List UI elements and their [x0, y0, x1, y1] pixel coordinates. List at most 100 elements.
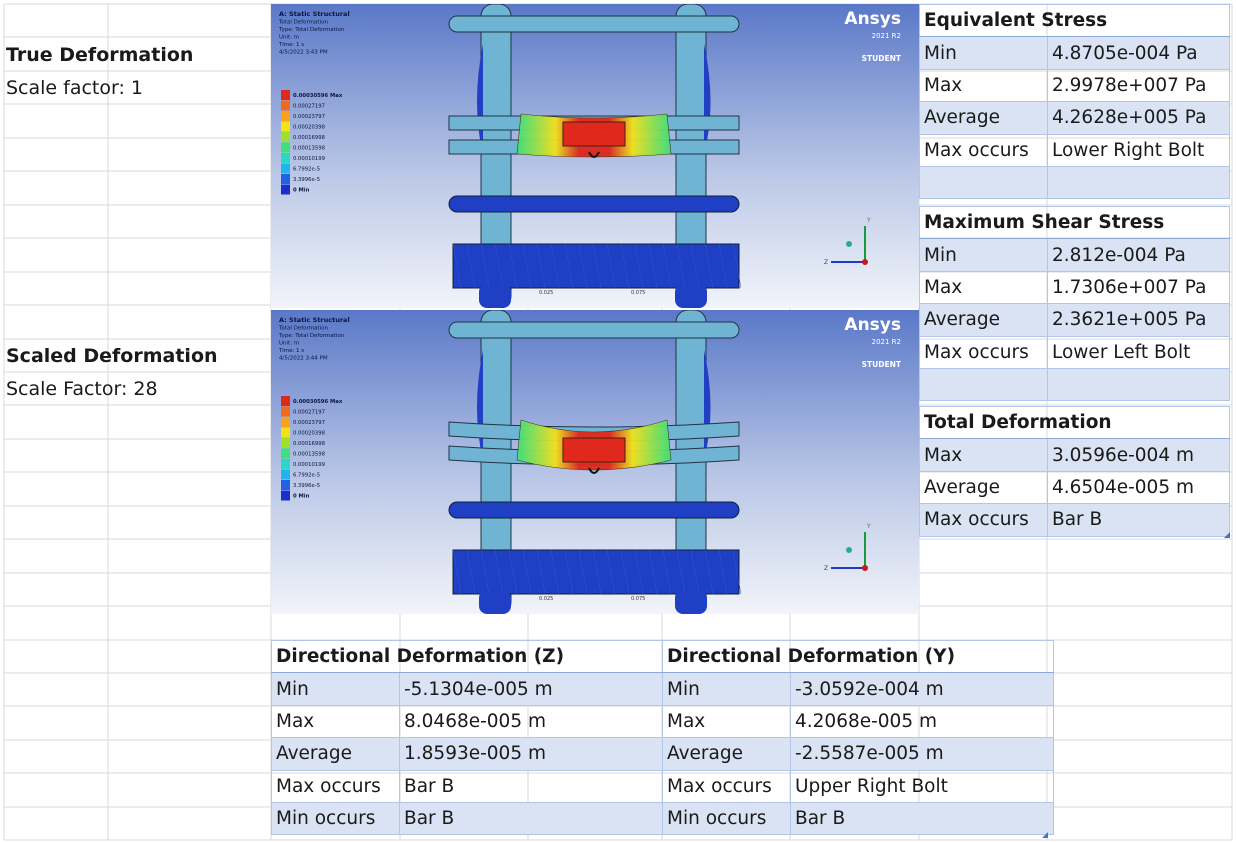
legend-label: 0.00027197: [293, 104, 325, 110]
legend-swatch: [281, 459, 290, 469]
table-cell[interactable]: Lower Right Bolt: [1047, 133, 1230, 167]
scale-tick: 0.075: [631, 290, 645, 296]
legend-swatch: [281, 469, 290, 480]
legend-swatch: [281, 132, 290, 142]
directional-z-title: Directional Deformation (Z): [271, 639, 663, 674]
table-resize-handle[interactable]: [1224, 532, 1230, 538]
table-cell[interactable]: 2.812e-004 Pa: [1047, 238, 1230, 272]
table-cell[interactable]: Bar B: [790, 801, 1054, 836]
table-cell[interactable]: Max: [919, 438, 1048, 472]
table-cell[interactable]: Average: [919, 303, 1048, 337]
table-cell[interactable]: 4.8705e-004 Pa: [1047, 36, 1230, 70]
table-cell[interactable]: 1.7306e+007 Pa: [1047, 270, 1230, 305]
table-cell[interactable]: Average: [919, 101, 1048, 135]
table-cell[interactable]: Bar B: [399, 801, 663, 836]
legend-label: 0.00013598: [293, 452, 326, 458]
table-cell[interactable]: -5.1304e-005 m: [399, 672, 663, 706]
legend-label: 0.00010199: [293, 462, 325, 468]
legend-label: 0.00020398: [293, 125, 326, 131]
legend-label: 0.00023797: [293, 114, 325, 120]
legend-label: 6.7992e-5: [293, 473, 320, 479]
directional-y-title: Directional Deformation (Y): [662, 639, 1054, 674]
table-cell[interactable]: -3.0592e-004 m: [790, 672, 1054, 706]
legend-swatch: [281, 396, 290, 406]
table-cell[interactable]: [1047, 165, 1230, 200]
scaled-deformation-screenshot: A: Static Structural Total Deformation Typ…: [271, 310, 919, 614]
legend-label: 6.7992e-5: [293, 167, 320, 173]
table-cell[interactable]: Max occurs: [919, 503, 1048, 537]
screenshot-header-line: Type: Total Deformation: [278, 333, 345, 339]
screenshot-header-line: Total Deformation: [278, 20, 328, 26]
table-cell[interactable]: Max: [662, 704, 791, 739]
ansys-edition: STUDENT: [862, 360, 902, 369]
table-cell[interactable]: Max: [271, 704, 400, 739]
table-cell[interactable]: Bar B: [1047, 503, 1230, 537]
screenshot-header-line: Unit: m: [279, 35, 299, 41]
legend-label: 0.00020398: [293, 431, 326, 437]
table-cell[interactable]: Min: [271, 672, 400, 706]
table-cell[interactable]: [919, 165, 1048, 200]
table-cell[interactable]: Lower Left Bolt: [1047, 335, 1230, 369]
table-cell[interactable]: Min occurs: [662, 801, 791, 836]
screenshot-header-line: 4/5/2022 3:44 PM: [279, 356, 328, 362]
table-cell[interactable]: Average: [271, 737, 400, 771]
screenshot-header-line: 4/5/2022 3:43 PM: [279, 50, 328, 56]
directional-deformation-z-table: Directional Deformation (Z) Min -5.1304e-…: [271, 639, 663, 836]
legend-label: 0.00016998: [293, 135, 326, 141]
table-cell[interactable]: 4.2068e-005 m: [790, 704, 1054, 739]
triad-z-label: Z: [824, 259, 828, 266]
triad-y-label: Y: [866, 217, 871, 224]
legend-label: 0.00023797: [293, 420, 325, 426]
table-resize-handle[interactable]: [1042, 832, 1048, 838]
table-cell[interactable]: 1.8593e-005 m: [399, 737, 663, 771]
table-cell[interactable]: 2.9978e+007 Pa: [1047, 68, 1230, 103]
max-shear-stress-title: Maximum Shear Stress: [919, 205, 1230, 240]
legend-label: 3.3996e-5: [293, 483, 320, 489]
ansys-logo: Ansys: [844, 9, 901, 29]
legend-swatch: [281, 163, 290, 174]
table-cell[interactable]: 2.3621e+005 Pa: [1047, 303, 1230, 337]
table-cell[interactable]: [1047, 367, 1230, 402]
table-cell[interactable]: Max occurs: [919, 133, 1048, 167]
table-cell[interactable]: Max: [919, 270, 1048, 305]
table-cell[interactable]: Upper Right Bolt: [790, 769, 1054, 803]
total-deformation-table: Total Deformation Max 3.0596e-004 m Avera…: [919, 405, 1230, 537]
table-cell[interactable]: Min: [919, 36, 1048, 70]
table-cell[interactable]: 8.0468e-005 m: [399, 704, 663, 739]
legend-swatch: [281, 184, 290, 195]
screenshot-header-line: Total Deformation: [278, 326, 328, 332]
table-cell[interactable]: Max: [919, 68, 1048, 103]
table-cell[interactable]: Max occurs: [919, 335, 1048, 369]
legend-swatch: [281, 90, 290, 100]
scale-factor-scaled-label: Scale Factor: 28: [6, 378, 158, 400]
table-cell[interactable]: Min: [919, 238, 1048, 272]
legend-label: 0.00027197: [293, 410, 325, 416]
legend-swatch: [281, 480, 290, 490]
table-cell[interactable]: 4.6504e-005 m: [1047, 470, 1230, 505]
max-shear-stress-table: Maximum Shear Stress Min 2.812e-004 Pa Ma…: [919, 205, 1230, 402]
legend-label: 0.00030596 Max: [293, 399, 343, 405]
legend-swatch: [281, 111, 290, 121]
legend-swatch: [281, 438, 290, 448]
legend-label: 0 Min: [293, 188, 310, 194]
table-cell[interactable]: Min: [662, 672, 791, 706]
table-cell[interactable]: Average: [662, 737, 791, 771]
screenshot-header-line: Unit: m: [279, 341, 299, 347]
legend-swatch: [281, 448, 290, 459]
table-cell[interactable]: 4.2628e+005 Pa: [1047, 101, 1230, 135]
table-cell[interactable]: Max occurs: [271, 769, 400, 803]
table-cell[interactable]: 3.0596e-004 m: [1047, 438, 1230, 472]
table-cell[interactable]: Bar B: [399, 769, 663, 803]
legend-swatch: [281, 174, 290, 184]
legend-label: 3.3996e-5: [293, 177, 320, 183]
table-cell[interactable]: -2.5587e-005 m: [790, 737, 1054, 771]
legend-swatch: [281, 417, 290, 427]
triad-z-label: Z: [824, 565, 828, 572]
table-cell[interactable]: [919, 367, 1048, 402]
table-cell[interactable]: Max occurs: [662, 769, 791, 803]
scale-tick: 0.025: [539, 596, 553, 602]
table-cell[interactable]: Min occurs: [271, 801, 400, 836]
table-cell[interactable]: Average: [919, 470, 1048, 505]
equivalent-stress-table: Equivalent Stress Min 4.8705e-004 Pa Max 2…: [919, 3, 1230, 200]
equivalent-stress-title: Equivalent Stress: [919, 3, 1230, 38]
